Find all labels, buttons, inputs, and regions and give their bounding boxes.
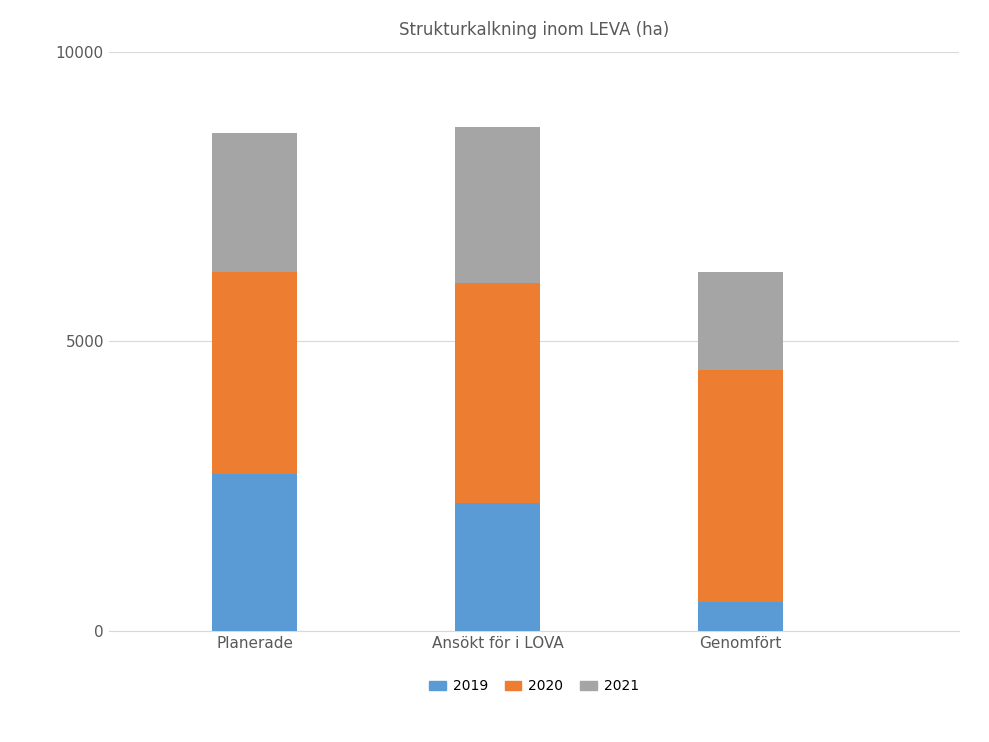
Bar <box>698 272 783 370</box>
Bar <box>212 474 297 631</box>
Bar <box>698 602 783 631</box>
Bar <box>455 283 540 503</box>
Bar <box>455 127 540 283</box>
Title: Strukturkalkning inom LEVA (ha): Strukturkalkning inom LEVA (ha) <box>399 22 670 39</box>
Bar <box>212 133 297 272</box>
Bar <box>698 370 783 602</box>
Legend: 2019, 2020, 2021: 2019, 2020, 2021 <box>423 674 645 699</box>
Bar <box>212 272 297 474</box>
Bar <box>455 503 540 631</box>
